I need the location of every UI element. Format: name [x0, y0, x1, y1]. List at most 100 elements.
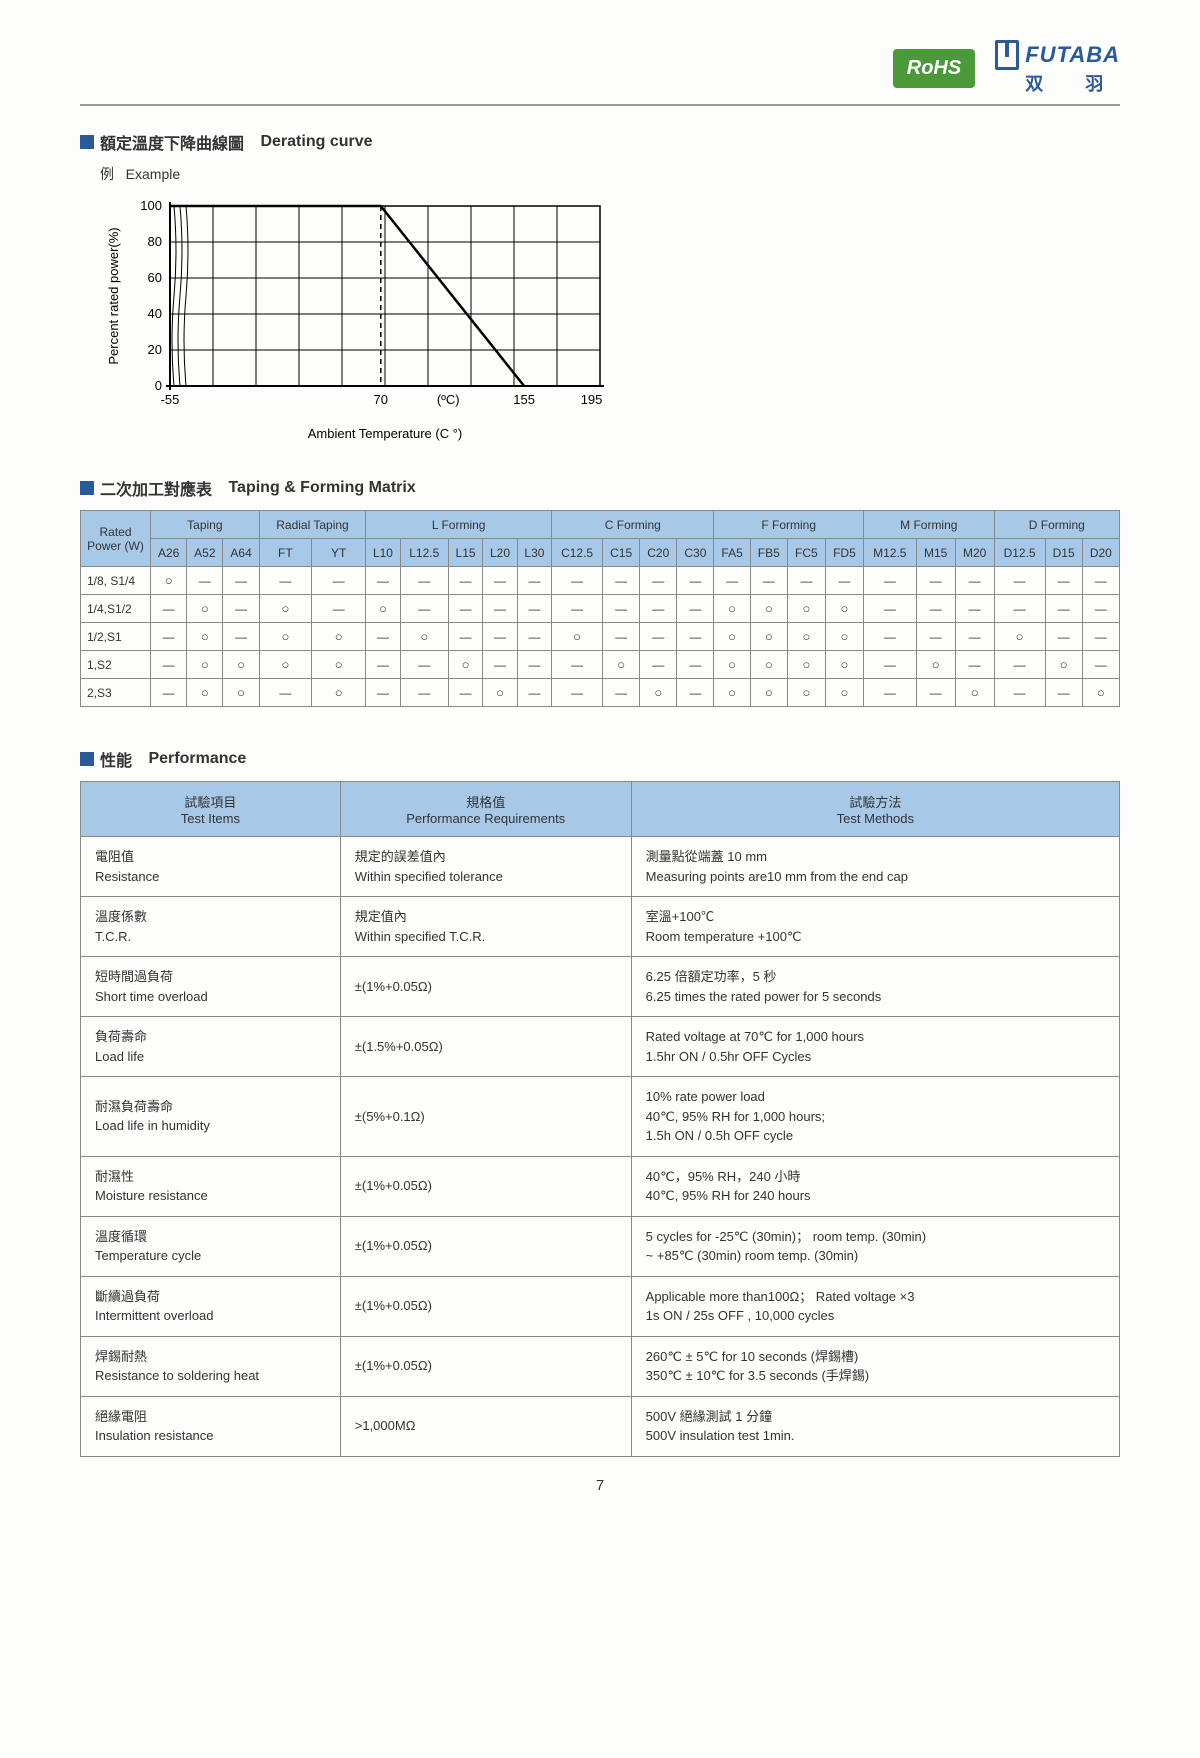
page-number: 7	[80, 1477, 1120, 1494]
performance-table: 試驗項目Test Items規格值Performance Requirement…	[80, 781, 1120, 1457]
section3-title-zh: 性能	[100, 747, 132, 771]
matrix-cell: ○	[448, 651, 482, 679]
matrix-cell: —	[400, 679, 448, 707]
futaba-brand-sub: 双 羽	[995, 70, 1115, 96]
matrix-cell: —	[955, 623, 994, 651]
matrix-row-label: 2,S3	[81, 679, 151, 707]
perf-requirement: ±(1.5%+0.05Ω)	[340, 1017, 631, 1077]
matrix-cell: ○	[787, 595, 825, 623]
matrix-sub-header: C30	[677, 539, 714, 567]
matrix-cell: —	[400, 567, 448, 595]
perf-item: 斷續過負荷Intermittent overload	[81, 1276, 341, 1336]
matrix-sub-header: C15	[603, 539, 640, 567]
matrix-cell: ○	[916, 651, 955, 679]
matrix-cell: —	[677, 679, 714, 707]
matrix-cell: —	[151, 595, 187, 623]
matrix-group-header: C Forming	[552, 511, 714, 539]
matrix-cell: ○	[750, 623, 787, 651]
matrix-cell: —	[312, 567, 366, 595]
matrix-cell: ○	[787, 651, 825, 679]
matrix-group-header: Radial Taping	[259, 511, 366, 539]
matrix-cell: —	[955, 651, 994, 679]
matrix-cell: ○	[825, 651, 863, 679]
perf-method: 5 cycles for -25℃ (30min)； room temp. (3…	[631, 1216, 1119, 1276]
perf-item: 電阻值Resistance	[81, 837, 341, 897]
matrix-cell: —	[552, 567, 603, 595]
svg-text:0: 0	[155, 378, 162, 393]
matrix-cell: —	[517, 623, 551, 651]
matrix-cell: —	[677, 595, 714, 623]
matrix-cell: —	[640, 567, 677, 595]
matrix-cell: ○	[483, 679, 517, 707]
svg-text:70: 70	[374, 392, 388, 407]
matrix-cell: ○	[187, 651, 223, 679]
matrix-cell: —	[1045, 679, 1082, 707]
section-title-performance: 性能 Performance	[80, 747, 1120, 771]
matrix-row-label: 1/8, S1/4	[81, 567, 151, 595]
matrix-sub-header: M20	[955, 539, 994, 567]
matrix-sub-header: L15	[448, 539, 482, 567]
matrix-cell: —	[1045, 623, 1082, 651]
matrix-sub-header: FT	[259, 539, 311, 567]
matrix-cell: ○	[400, 623, 448, 651]
svg-text:Percent rated power(%): Percent rated power(%)	[106, 227, 121, 364]
matrix-cell: —	[640, 595, 677, 623]
matrix-sub-header: C12.5	[552, 539, 603, 567]
matrix-cell: —	[603, 623, 640, 651]
matrix-cell: ○	[312, 651, 366, 679]
matrix-cell: —	[366, 679, 400, 707]
perf-item: 負荷壽命Load life	[81, 1017, 341, 1077]
matrix-sub-header: L10	[366, 539, 400, 567]
perf-requirement: ±(1%+0.05Ω)	[340, 957, 631, 1017]
matrix-sub-header: C20	[640, 539, 677, 567]
matrix-cell: —	[955, 595, 994, 623]
matrix-cell: —	[517, 679, 551, 707]
example-en: Example	[126, 166, 180, 182]
matrix-group-header: M Forming	[863, 511, 994, 539]
perf-item: 絕緣電阻Insulation resistance	[81, 1396, 341, 1456]
matrix-cell: —	[714, 567, 750, 595]
matrix-cell: ○	[787, 623, 825, 651]
matrix-cell: —	[483, 623, 517, 651]
matrix-cell: ○	[312, 679, 366, 707]
matrix-group-header: Taping	[151, 511, 260, 539]
matrix-cell: —	[259, 679, 311, 707]
matrix-group-header: F Forming	[714, 511, 863, 539]
matrix-sub-header: D12.5	[994, 539, 1045, 567]
perf-item: 耐濕性Moisture resistance	[81, 1156, 341, 1216]
svg-text:155: 155	[513, 392, 535, 407]
perf-requirement: 規定值內Within specified T.C.R.	[340, 897, 631, 957]
matrix-sub-header: A64	[223, 539, 259, 567]
matrix-group-header: RatedPower (W)	[81, 511, 151, 567]
section-title-derating: 額定溫度下降曲線圖 Derating curve	[80, 130, 1120, 154]
matrix-cell: ○	[955, 679, 994, 707]
matrix-cell: —	[366, 623, 400, 651]
matrix-cell: ○	[187, 679, 223, 707]
matrix-cell: ○	[151, 567, 187, 595]
matrix-cell: —	[916, 679, 955, 707]
matrix-cell: —	[312, 595, 366, 623]
svg-text:Ambient Temperature (C °): Ambient Temperature (C °)	[308, 426, 463, 441]
matrix-cell: —	[366, 651, 400, 679]
matrix-row-label: 1/4,S1/2	[81, 595, 151, 623]
matrix-cell: —	[994, 679, 1045, 707]
matrix-cell: —	[825, 567, 863, 595]
matrix-cell: ○	[187, 623, 223, 651]
matrix-cell: —	[1082, 595, 1119, 623]
matrix-sub-header: FA5	[714, 539, 750, 567]
perf-requirement: ±(1%+0.05Ω)	[340, 1216, 631, 1276]
matrix-row-label: 1,S2	[81, 651, 151, 679]
matrix-sub-header: FC5	[787, 539, 825, 567]
matrix-sub-header: L12.5	[400, 539, 448, 567]
matrix-cell: —	[916, 595, 955, 623]
matrix-cell: —	[1082, 623, 1119, 651]
svg-text:-55: -55	[161, 392, 180, 407]
futaba-logo: FUTABA 双 羽	[995, 40, 1120, 96]
matrix-group-header: L Forming	[366, 511, 552, 539]
matrix-cell: ○	[259, 595, 311, 623]
matrix-cell: ○	[640, 679, 677, 707]
matrix-cell: ○	[825, 679, 863, 707]
futaba-brand-text: FUTABA	[1025, 42, 1120, 68]
matrix-cell: —	[552, 651, 603, 679]
matrix-cell: —	[223, 567, 259, 595]
